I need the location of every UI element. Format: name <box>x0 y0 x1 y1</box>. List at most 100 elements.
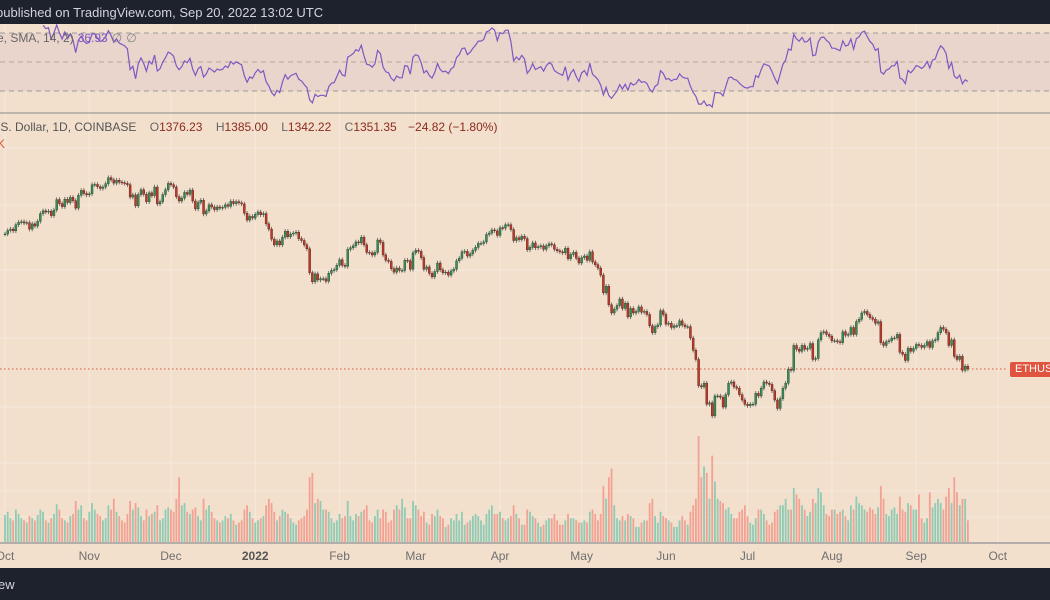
candle-down <box>71 197 75 201</box>
volume-bar <box>874 513 877 542</box>
volume-bar <box>338 513 341 542</box>
volume-bar <box>403 507 406 542</box>
candle-up <box>221 207 224 209</box>
volume-bar <box>588 511 591 542</box>
candle-down <box>955 356 959 360</box>
price-chart[interactable] <box>0 24 1050 568</box>
candle-up <box>643 311 646 313</box>
candle-up <box>847 334 850 336</box>
volume-bar <box>126 513 129 542</box>
candle-up <box>77 195 80 209</box>
candle-up <box>659 310 662 326</box>
candle-down <box>186 192 189 195</box>
volume-bar <box>142 520 145 542</box>
candle-up <box>55 199 58 211</box>
volume-bar <box>572 518 575 542</box>
volume-bar <box>281 509 284 542</box>
volume-bar <box>803 509 806 542</box>
candle-up <box>800 345 804 352</box>
hidden-icon[interactable]: ∅ <box>126 31 137 45</box>
candle-up <box>349 247 352 250</box>
candle-up <box>433 271 436 278</box>
candle-down <box>368 252 371 254</box>
volume-bar <box>654 516 656 542</box>
candle-down <box>305 244 309 250</box>
candle-down <box>66 198 69 203</box>
volume-bar <box>379 518 382 542</box>
volume-bar <box>330 518 333 542</box>
candle-down <box>694 350 698 360</box>
volume-bar <box>556 520 559 542</box>
candle-up <box>360 237 363 244</box>
candle-up <box>490 229 494 234</box>
volume-bar <box>246 505 248 542</box>
candle-up <box>615 305 619 310</box>
candle-down <box>267 223 271 230</box>
volume-bar <box>311 472 314 542</box>
volume-bar <box>314 503 316 542</box>
volume-bar <box>909 505 912 542</box>
candle-down <box>596 264 600 269</box>
candle-up <box>322 278 325 280</box>
volume-bar <box>99 516 102 542</box>
candle-up <box>376 239 379 253</box>
volume-bar <box>648 503 651 542</box>
time-axis-label: Feb <box>329 549 350 563</box>
candle-up <box>403 260 407 271</box>
volume-bar <box>743 505 746 542</box>
high-label: H <box>215 120 225 134</box>
time-axis-label: 2022 <box>241 549 269 563</box>
candle-down <box>757 393 760 397</box>
volume-bar <box>20 518 23 542</box>
volume-bar <box>474 513 477 542</box>
candle-up <box>751 403 755 406</box>
candle-down <box>640 306 643 313</box>
volume-bar <box>25 522 28 542</box>
candle-up <box>262 213 265 215</box>
candle-up <box>332 269 336 271</box>
volume-bar <box>958 505 961 542</box>
volume-bar <box>656 522 659 542</box>
volume-bar <box>545 520 548 542</box>
volume-bar <box>738 511 741 542</box>
candle-up <box>588 251 591 261</box>
volume-bar <box>529 511 531 542</box>
candle-up <box>923 345 926 348</box>
volume-bar <box>17 513 20 542</box>
candle-down <box>251 216 254 219</box>
volume-bar <box>197 516 200 542</box>
volume-bar <box>692 505 695 542</box>
volume-bar <box>289 518 292 542</box>
volume-bar <box>678 520 681 542</box>
candle-down <box>553 244 556 250</box>
candle-down <box>430 273 434 278</box>
volume-bar <box>148 516 151 542</box>
volume-bar <box>583 520 586 542</box>
candle-down <box>303 240 306 246</box>
volume-bar <box>232 520 235 542</box>
volume-bar <box>635 526 637 542</box>
volume-bar <box>879 485 882 542</box>
hidden-icon[interactable]: ∅ <box>111 31 123 45</box>
candle-down <box>82 190 86 194</box>
candle-down <box>371 252 374 256</box>
candle-up <box>618 298 621 306</box>
candle-up <box>749 403 752 406</box>
volume-bar <box>145 509 148 542</box>
volume-bar <box>768 524 771 542</box>
candle-down <box>60 203 64 207</box>
candle-up <box>849 327 853 335</box>
low-label: L <box>281 120 288 134</box>
candle-up <box>199 200 203 203</box>
candle-down <box>273 238 276 246</box>
volume-bar <box>477 516 480 542</box>
volume-bar <box>303 516 306 542</box>
candle-up <box>759 387 763 397</box>
candle-down <box>811 343 815 360</box>
volume-bar <box>575 520 578 542</box>
last-price-badge: ETHUSD <box>1010 362 1050 377</box>
volume-bar <box>765 520 768 542</box>
candle-up <box>335 265 339 271</box>
candle-up <box>41 210 45 214</box>
candle-up <box>471 250 475 255</box>
